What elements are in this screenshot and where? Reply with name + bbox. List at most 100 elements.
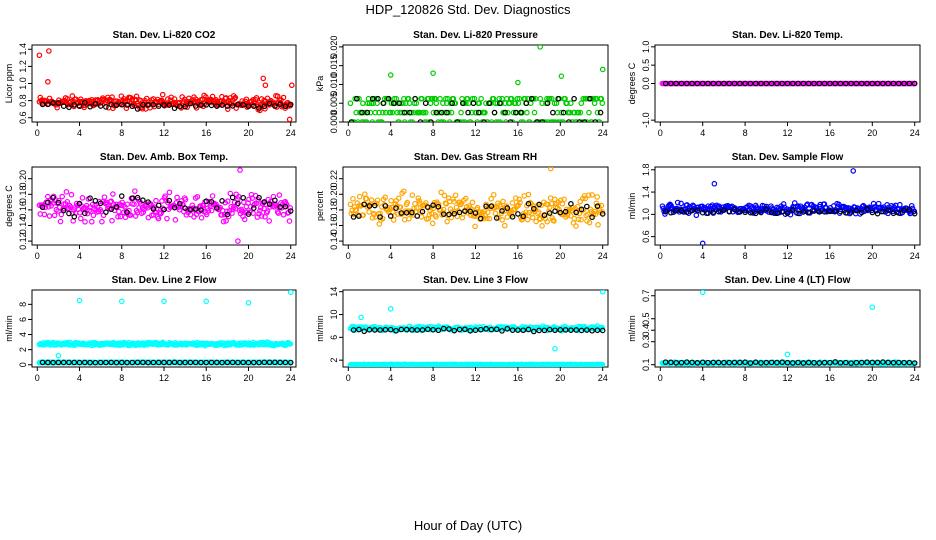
data-point-black: [182, 359, 188, 366]
data-point-black: [848, 209, 854, 215]
data-point-black: [587, 95, 593, 102]
data-point-black: [92, 197, 99, 204]
data-point: [194, 193, 201, 200]
data-point-black: [208, 359, 215, 366]
data-point-black: [673, 359, 680, 366]
data-point: [462, 119, 468, 122]
y-tick-label: 6: [329, 335, 339, 340]
data-point-black: [366, 326, 373, 333]
data-point: [63, 189, 70, 195]
data-point: [257, 107, 263, 114]
data-point-black: [890, 80, 897, 87]
data-point-black: [858, 359, 865, 366]
data-point-black: [433, 109, 440, 116]
data-point: [469, 199, 476, 206]
data-point-black: [361, 328, 368, 335]
data-point-black: [118, 101, 125, 108]
data-point-black: [530, 328, 537, 335]
data-point-black: [906, 206, 913, 213]
data-point-black: [438, 109, 445, 116]
data-point-black: [800, 209, 807, 215]
data-point: [353, 207, 360, 213]
x-tick-label: 0: [346, 373, 351, 383]
x-tick-label: 4: [700, 251, 705, 261]
y-tick-label: 0.14: [18, 217, 28, 235]
data-point: [457, 119, 463, 122]
data-point-black: [82, 210, 88, 217]
x-tick-label: 16: [513, 128, 523, 138]
data-point: [361, 109, 368, 116]
data-point: [509, 200, 516, 206]
data-point-black: [789, 360, 796, 366]
data-point-black: [198, 102, 204, 108]
data-point-black: [208, 199, 215, 205]
data-point-black: [515, 327, 521, 333]
data-point: [90, 212, 97, 219]
data-point: [552, 119, 559, 122]
data-point: [430, 205, 437, 212]
data-point-black: [758, 360, 764, 366]
points: [659, 290, 918, 367]
data-point: [140, 209, 147, 215]
data-point: [127, 212, 134, 219]
data-point-black: [901, 80, 907, 87]
data-point-black: [76, 359, 83, 366]
outlier-point: [245, 300, 252, 306]
data-point: [115, 213, 121, 220]
data-point-black: [869, 209, 876, 216]
x-tick-label: 16: [825, 373, 835, 383]
x-tick-label: 16: [201, 373, 211, 383]
y-tick-label: 1.4: [641, 186, 651, 199]
data-point-black: [509, 327, 516, 333]
data-point: [517, 199, 523, 206]
data-point-black: [800, 360, 807, 366]
data-point: [523, 209, 529, 216]
data-point-black: [430, 202, 436, 208]
data-point: [444, 218, 450, 225]
data-point: [88, 96, 95, 103]
y-tick-label: 10: [329, 310, 339, 320]
data-point-black: [387, 213, 394, 219]
data-point: [245, 200, 251, 206]
data-point: [439, 119, 445, 122]
data-point: [208, 207, 215, 214]
data-point-black: [592, 119, 599, 122]
x-tick-label: 24: [286, 251, 296, 261]
data-point-black: [198, 359, 204, 366]
data-point-black: [39, 359, 46, 366]
data-point-black: [350, 327, 357, 333]
y-tick-label: 0.6: [18, 111, 28, 124]
data-point-black: [377, 214, 383, 220]
data-point: [198, 215, 205, 221]
outlier-point: [235, 238, 241, 244]
data-point: [363, 119, 370, 122]
data-point-black: [71, 102, 78, 108]
data-point-black: [103, 104, 109, 110]
y-tick-label: 0.0: [641, 77, 651, 90]
data-point: [545, 119, 551, 122]
data-point-black: [419, 327, 426, 333]
data-point: [266, 218, 272, 224]
data-point-black: [747, 360, 754, 366]
data-point-black: [578, 327, 585, 334]
data-point: [241, 216, 248, 223]
x-tick-label: 4: [388, 128, 393, 138]
data-point-black: [250, 359, 257, 366]
data-point-black: [406, 109, 413, 116]
data-point: [599, 361, 606, 367]
data-point-black: [880, 208, 886, 215]
data-point-black: [491, 109, 498, 116]
data-point-black: [235, 200, 241, 207]
x-tick-label: 8: [743, 128, 748, 138]
outlier-point: [203, 298, 210, 305]
data-point: [109, 94, 115, 100]
data-point: [132, 188, 138, 194]
data-point: [224, 198, 231, 205]
data-point-black: [414, 213, 421, 219]
data-point: [275, 210, 282, 216]
data-point: [578, 216, 584, 223]
x-tick-label: 16: [825, 128, 835, 138]
x-tick-label: 20: [867, 128, 877, 138]
data-point: [678, 200, 684, 207]
data-point-black: [885, 359, 892, 366]
